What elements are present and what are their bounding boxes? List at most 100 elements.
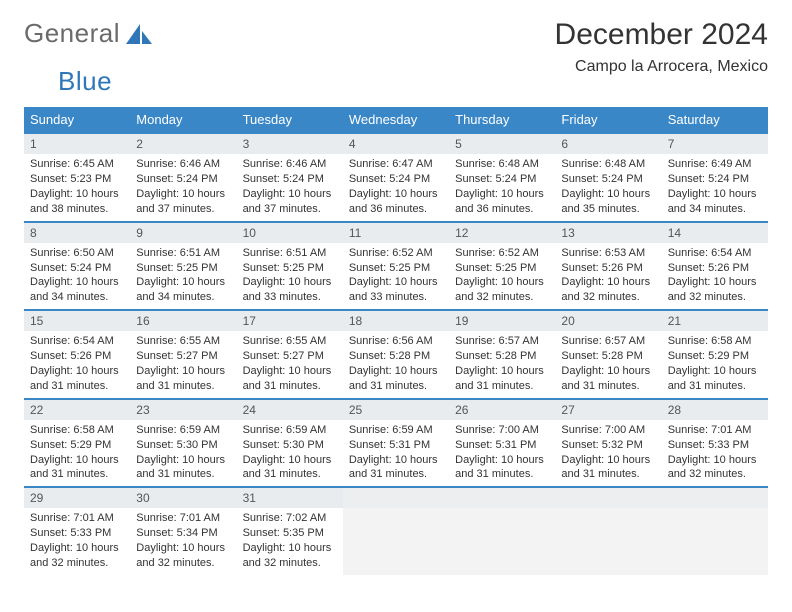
sunrise-line: Sunrise: 6:59 AM <box>243 423 337 438</box>
sunset-value: 5:33 PM <box>70 527 111 539</box>
weekday-header: Friday <box>555 107 661 133</box>
sunrise-line: Sunrise: 6:58 AM <box>668 334 762 349</box>
sunrise-value: 6:52 AM <box>499 247 539 259</box>
daylight-label: Daylight: <box>243 276 286 288</box>
day-body: Sunrise: 6:51 AMSunset: 5:25 PMDaylight:… <box>130 243 236 309</box>
sunrise-value: 6:54 AM <box>73 335 113 347</box>
daylight-line: Daylight: 10 hours and 36 minutes. <box>455 187 549 217</box>
sunset-line: Sunset: 5:32 PM <box>561 438 655 453</box>
day-body: Sunrise: 6:51 AMSunset: 5:25 PMDaylight:… <box>237 243 343 309</box>
calendar-day-cell: 8Sunrise: 6:50 AMSunset: 5:24 PMDaylight… <box>24 222 130 311</box>
calendar-day-cell: 16Sunrise: 6:55 AMSunset: 5:27 PMDayligh… <box>130 310 236 399</box>
daylight-label: Daylight: <box>455 365 498 377</box>
day-number <box>555 488 661 508</box>
sunset-label: Sunset: <box>668 173 705 185</box>
daylight-label: Daylight: <box>561 188 604 200</box>
day-body: Sunrise: 6:56 AMSunset: 5:28 PMDaylight:… <box>343 331 449 397</box>
sunset-line: Sunset: 5:31 PM <box>349 438 443 453</box>
calendar-table: Sunday Monday Tuesday Wednesday Thursday… <box>24 107 768 575</box>
sunset-line: Sunset: 5:29 PM <box>30 438 124 453</box>
day-body: Sunrise: 7:01 AMSunset: 5:34 PMDaylight:… <box>130 508 236 574</box>
sunrise-line: Sunrise: 6:54 AM <box>668 246 762 261</box>
sunset-line: Sunset: 5:30 PM <box>243 438 337 453</box>
daylight-label: Daylight: <box>455 188 498 200</box>
calendar-day-cell: 28Sunrise: 7:01 AMSunset: 5:33 PMDayligh… <box>662 399 768 488</box>
daylight-line: Daylight: 10 hours and 32 minutes. <box>455 275 549 305</box>
daylight-label: Daylight: <box>668 188 711 200</box>
day-number <box>662 488 768 508</box>
day-number: 15 <box>24 311 130 331</box>
daylight-line: Daylight: 10 hours and 32 minutes. <box>243 541 337 571</box>
sunset-label: Sunset: <box>455 439 492 451</box>
sunrise-label: Sunrise: <box>349 158 389 170</box>
day-body: Sunrise: 6:54 AMSunset: 5:26 PMDaylight:… <box>662 243 768 309</box>
sunset-line: Sunset: 5:33 PM <box>668 438 762 453</box>
sunrise-label: Sunrise: <box>243 247 283 259</box>
sunset-label: Sunset: <box>455 350 492 362</box>
day-number: 22 <box>24 400 130 420</box>
sunrise-line: Sunrise: 6:52 AM <box>455 246 549 261</box>
calendar-week-row: 29Sunrise: 7:01 AMSunset: 5:33 PMDayligh… <box>24 487 768 575</box>
day-number: 16 <box>130 311 236 331</box>
calendar-day-cell: 27Sunrise: 7:00 AMSunset: 5:32 PMDayligh… <box>555 399 661 488</box>
sunset-value: 5:28 PM <box>602 350 643 362</box>
daylight-label: Daylight: <box>136 542 179 554</box>
day-number: 6 <box>555 134 661 154</box>
sunrise-value: 6:52 AM <box>392 247 432 259</box>
daylight-line: Daylight: 10 hours and 31 minutes. <box>561 364 655 394</box>
day-body: Sunrise: 7:01 AMSunset: 5:33 PMDaylight:… <box>662 420 768 486</box>
sunset-label: Sunset: <box>136 527 173 539</box>
daylight-line: Daylight: 10 hours and 31 minutes. <box>668 364 762 394</box>
sunset-line: Sunset: 5:24 PM <box>668 172 762 187</box>
daylight-label: Daylight: <box>243 454 286 466</box>
sunrise-value: 7:02 AM <box>286 512 326 524</box>
sunset-label: Sunset: <box>349 173 386 185</box>
calendar-day-cell: 13Sunrise: 6:53 AMSunset: 5:26 PMDayligh… <box>555 222 661 311</box>
day-body: Sunrise: 6:58 AMSunset: 5:29 PMDaylight:… <box>24 420 130 486</box>
daylight-line: Daylight: 10 hours and 33 minutes. <box>243 275 337 305</box>
sunset-line: Sunset: 5:24 PM <box>455 172 549 187</box>
sunset-value: 5:24 PM <box>602 173 643 185</box>
calendar-week-row: 22Sunrise: 6:58 AMSunset: 5:29 PMDayligh… <box>24 399 768 488</box>
sunrise-label: Sunrise: <box>455 424 495 436</box>
sunrise-line: Sunrise: 6:57 AM <box>455 334 549 349</box>
sunrise-line: Sunrise: 6:59 AM <box>136 423 230 438</box>
sunrise-value: 6:46 AM <box>286 158 326 170</box>
sunrise-label: Sunrise: <box>136 424 176 436</box>
sunset-label: Sunset: <box>668 262 705 274</box>
daylight-label: Daylight: <box>136 276 179 288</box>
sunset-line: Sunset: 5:26 PM <box>668 261 762 276</box>
sunset-label: Sunset: <box>136 439 173 451</box>
sunrise-label: Sunrise: <box>30 335 70 347</box>
weekday-header: Monday <box>130 107 236 133</box>
sunset-line: Sunset: 5:33 PM <box>30 526 124 541</box>
sunset-value: 5:24 PM <box>283 173 324 185</box>
sunset-line: Sunset: 5:29 PM <box>668 349 762 364</box>
calendar-day-cell: 22Sunrise: 6:58 AMSunset: 5:29 PMDayligh… <box>24 399 130 488</box>
sunset-label: Sunset: <box>349 439 386 451</box>
sunrise-value: 6:58 AM <box>711 335 751 347</box>
daylight-line: Daylight: 10 hours and 31 minutes. <box>136 453 230 483</box>
daylight-label: Daylight: <box>349 276 392 288</box>
daylight-label: Daylight: <box>136 454 179 466</box>
day-body: Sunrise: 6:58 AMSunset: 5:29 PMDaylight:… <box>662 331 768 397</box>
sunset-line: Sunset: 5:25 PM <box>349 261 443 276</box>
brand-sail-icon <box>126 24 152 44</box>
sunrise-line: Sunrise: 6:59 AM <box>349 423 443 438</box>
sunset-line: Sunset: 5:23 PM <box>30 172 124 187</box>
sunrise-label: Sunrise: <box>136 512 176 524</box>
sunrise-label: Sunrise: <box>668 158 708 170</box>
sunset-label: Sunset: <box>243 527 280 539</box>
daylight-label: Daylight: <box>668 454 711 466</box>
daylight-line: Daylight: 10 hours and 31 minutes. <box>136 364 230 394</box>
sunrise-line: Sunrise: 6:57 AM <box>561 334 655 349</box>
day-number: 28 <box>662 400 768 420</box>
sunrise-value: 6:53 AM <box>605 247 645 259</box>
daylight-line: Daylight: 10 hours and 32 minutes. <box>136 541 230 571</box>
sunset-line: Sunset: 5:30 PM <box>136 438 230 453</box>
calendar-day-cell: 25Sunrise: 6:59 AMSunset: 5:31 PMDayligh… <box>343 399 449 488</box>
sunset-value: 5:24 PM <box>389 173 430 185</box>
sunset-line: Sunset: 5:24 PM <box>561 172 655 187</box>
sunrise-label: Sunrise: <box>30 247 70 259</box>
sunrise-line: Sunrise: 6:55 AM <box>243 334 337 349</box>
